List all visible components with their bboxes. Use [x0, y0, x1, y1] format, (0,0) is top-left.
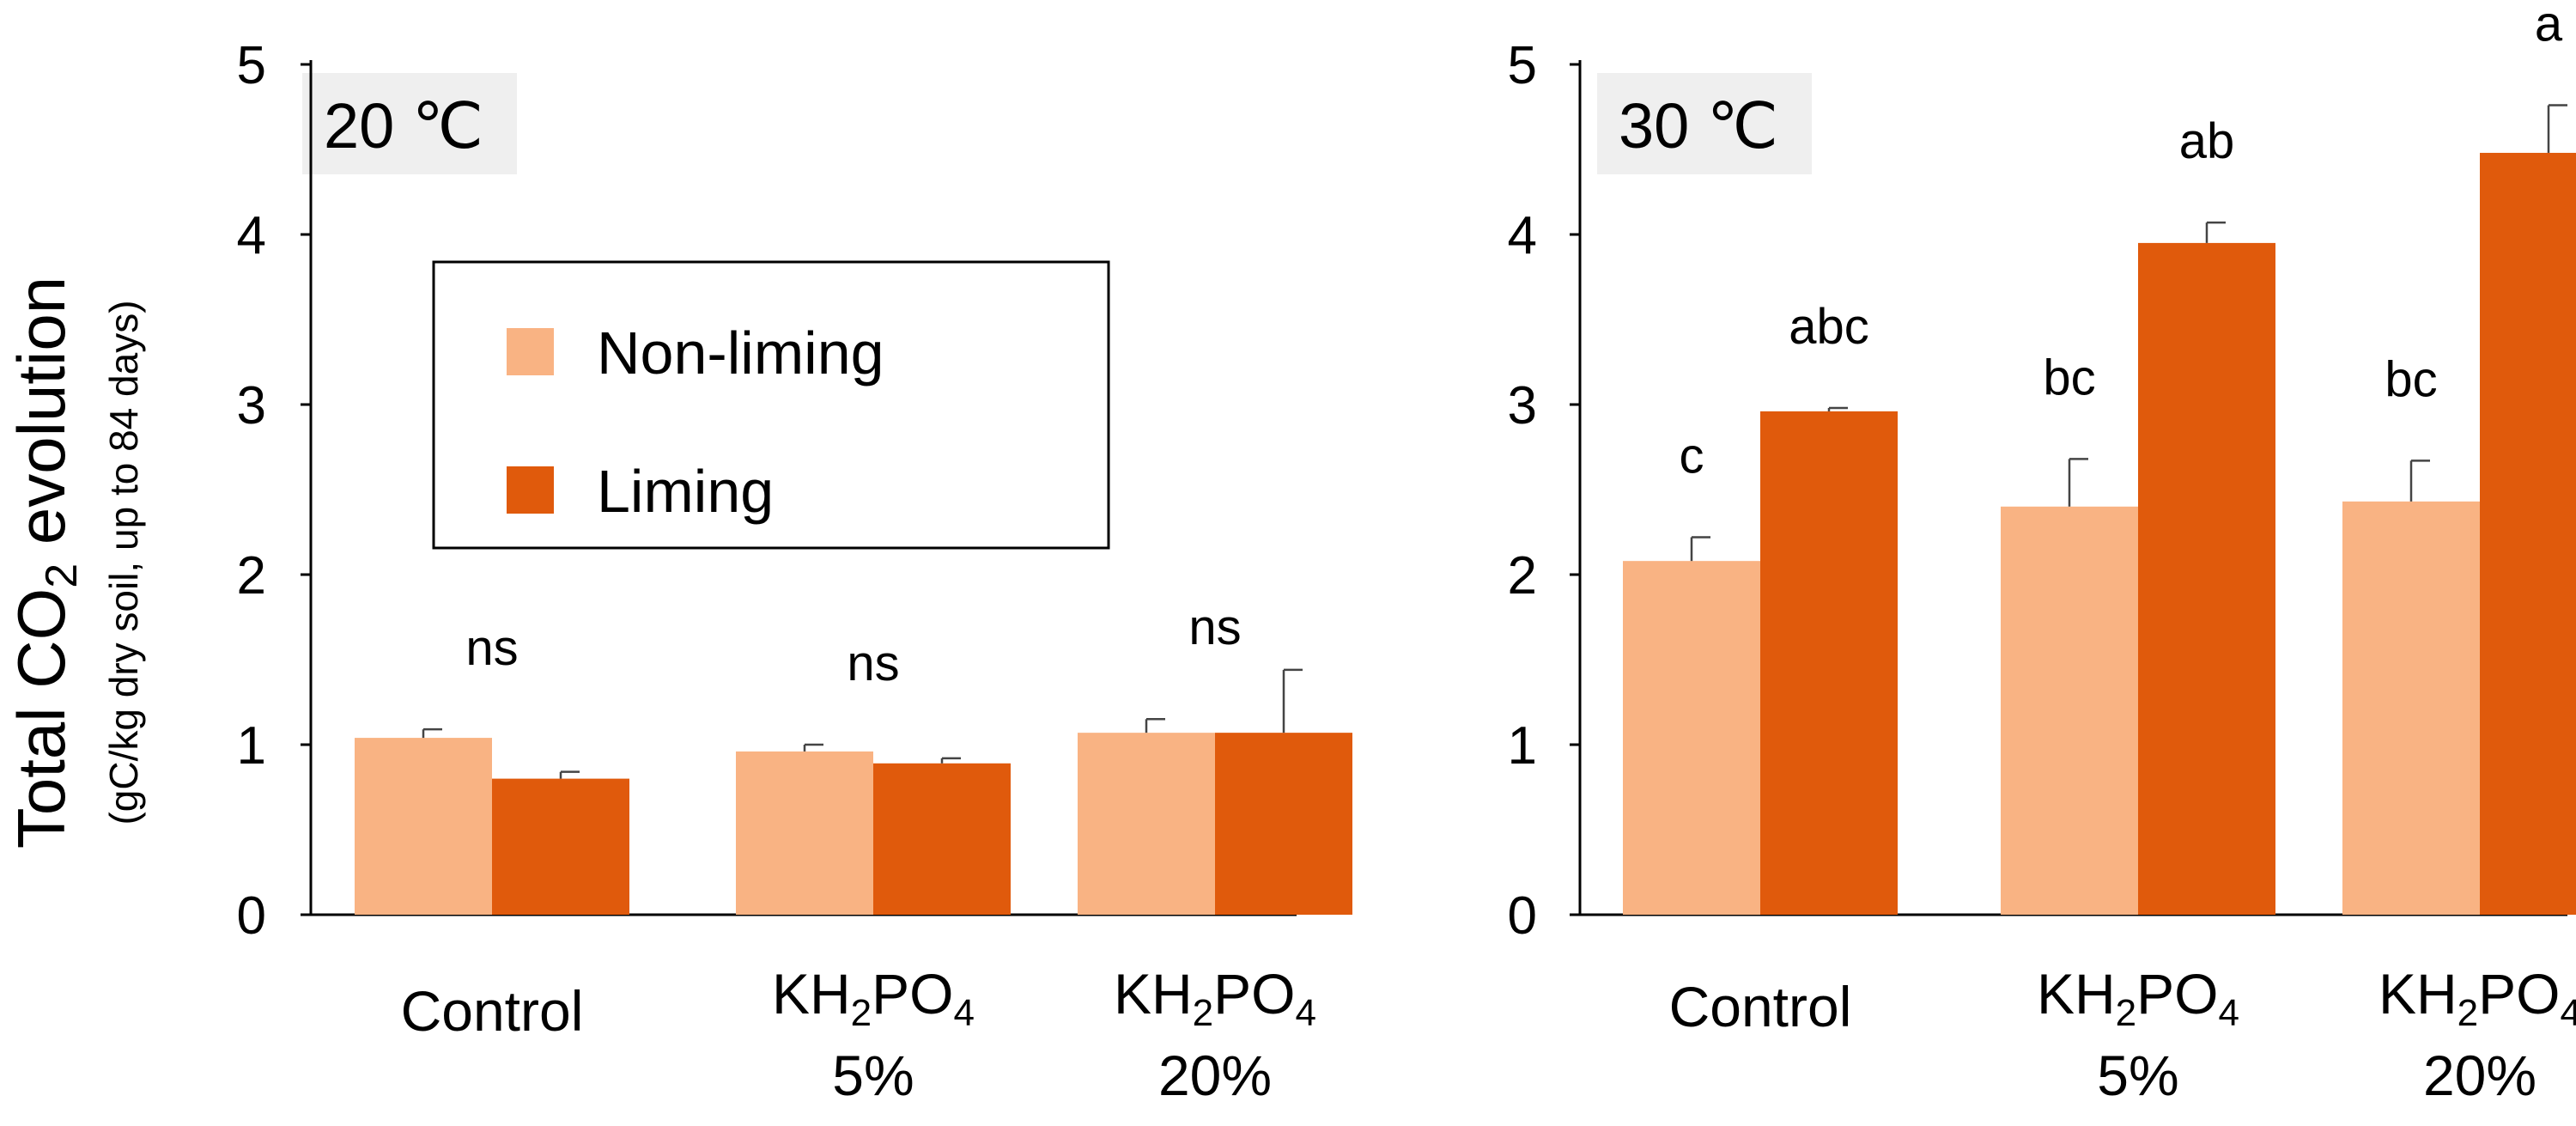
x-tick-label: KH2PO4: [772, 962, 975, 1034]
y-tick-label: 3: [237, 376, 266, 435]
significance-label: bc: [2043, 350, 2095, 405]
panel-label: 20 ℃: [324, 90, 483, 161]
significance-label: a: [2535, 0, 2563, 52]
bar-non-liming: [1078, 733, 1215, 915]
y-axis-title: Total CO2 evolution: [3, 277, 87, 849]
bar-liming: [1760, 411, 1898, 915]
x-tick-label: KH2PO4: [1114, 962, 1316, 1034]
significance-label: ns: [1188, 600, 1241, 655]
x-tick-label-line2: 5%: [832, 1044, 914, 1107]
panel-label-box: [1597, 73, 1812, 174]
significance-label: bc: [2385, 351, 2437, 407]
x-tick-label: Control: [401, 979, 584, 1043]
x-tick-label-line2: 20%: [1158, 1044, 1272, 1107]
panel-30c: 30 ℃ 0 1 2 3 4 5 c abc Control bc ab KH2PO4 5% bc a KH2…: [1508, 0, 2576, 1107]
x-tick-label-line2: 5%: [2097, 1044, 2178, 1107]
legend-label-non-liming: Non-liming: [597, 320, 884, 386]
bar-non-liming: [1623, 561, 1760, 915]
bar-liming: [492, 778, 629, 915]
panel-label: 30 ℃: [1619, 90, 1778, 161]
x-tick-label: KH2PO4: [2379, 962, 2576, 1034]
significance-label: ns: [465, 620, 518, 676]
y-tick-label: 2: [237, 546, 266, 606]
bar-liming: [873, 763, 1011, 915]
y-tick-label: 1: [237, 716, 266, 776]
legend-swatch-liming: [507, 466, 554, 514]
significance-label: ab: [2179, 113, 2235, 169]
legend-label-liming: Liming: [597, 458, 774, 525]
y-tick-label: 5: [237, 36, 266, 95]
y-tick-label: 0: [237, 886, 266, 946]
bar-non-liming: [355, 738, 492, 915]
svg-text:(gC/kg dry soil, up to 84 days: (gC/kg dry soil, up to 84 days): [101, 300, 146, 825]
bar-liming: [2138, 242, 2275, 915]
bar-non-liming: [736, 751, 873, 915]
y-axis-units: (gC/kg dry soil, up to 84 days): [101, 300, 146, 825]
y-tick-label: 0: [1508, 886, 1537, 946]
y-tick-label: 1: [1508, 716, 1537, 776]
bar-liming: [2480, 152, 2576, 915]
y-tick-label: 4: [1508, 206, 1537, 265]
y-tick-label: 2: [1508, 546, 1537, 606]
bar-non-liming: [2001, 506, 2138, 915]
significance-label: c: [1680, 428, 1704, 484]
significance-label: abc: [1789, 299, 1869, 355]
panel-label-box: [302, 73, 517, 174]
x-tick-label: Control: [1669, 975, 1852, 1038]
x-tick-label-line2: 20%: [2423, 1044, 2537, 1107]
y-tick-label: 4: [237, 206, 266, 265]
bar-liming: [1215, 733, 1352, 915]
bar-non-liming: [2342, 501, 2480, 915]
y-tick-label: 3: [1508, 376, 1537, 435]
legend: Non-liming Liming: [432, 260, 1110, 550]
svg-text:Total CO2 evolution: Total CO2 evolution: [3, 277, 87, 849]
y-tick-label: 5: [1508, 36, 1537, 95]
significance-label: ns: [847, 636, 899, 691]
x-tick-label: KH2PO4: [2037, 962, 2239, 1034]
legend-swatch-non-liming: [507, 328, 554, 375]
panel-20c: 20 ℃ Non-liming Liming 0 1 2 3 4 5 ns Control ns…: [237, 36, 1352, 1107]
